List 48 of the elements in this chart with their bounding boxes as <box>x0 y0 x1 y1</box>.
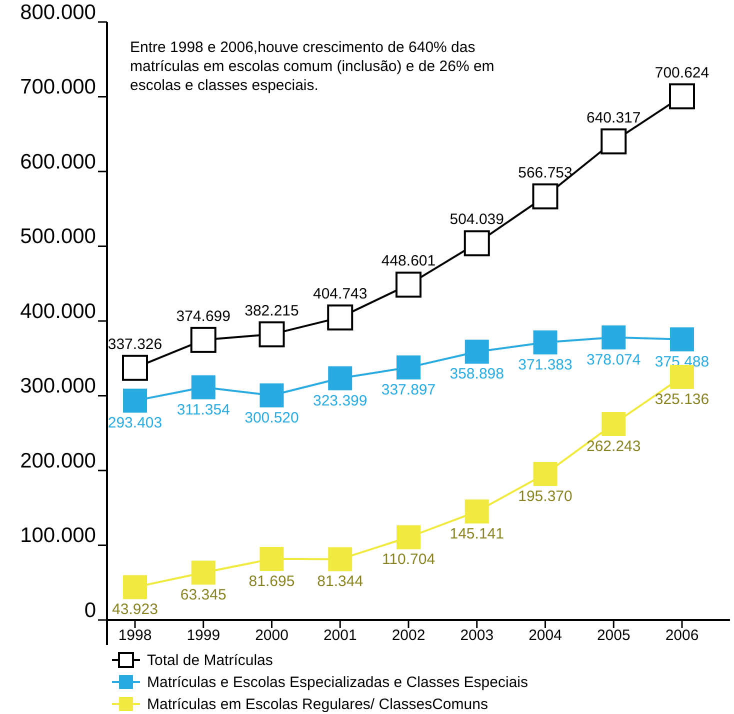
y-tick-label: 100.000 <box>20 524 96 548</box>
x-tick-label: 2005 <box>596 627 630 644</box>
x-tick-label: 1998 <box>118 627 152 644</box>
x-tick-label: 2002 <box>392 627 426 644</box>
data-label: 43.923 <box>112 601 158 618</box>
x-tick-label: 2004 <box>528 627 562 644</box>
data-label: 63.345 <box>180 586 226 604</box>
y-tick-label: 700.000 <box>20 76 96 99</box>
data-label: 110.704 <box>382 551 436 568</box>
data-label: 311.354 <box>176 401 230 418</box>
data-label: 358.898 <box>450 366 504 383</box>
y-tick-label: 400.000 <box>20 300 96 323</box>
data-label: 378.074 <box>586 351 641 368</box>
x-tick-label: 2000 <box>255 627 288 644</box>
y-tick-label: 200.000 <box>20 449 96 472</box>
y-tick-label: 500.000 <box>20 225 96 248</box>
x-tick-label: 2001 <box>323 627 357 644</box>
data-label: 374.699 <box>176 308 230 325</box>
data-label: 337.897 <box>381 381 436 398</box>
data-label: 640.317 <box>586 109 641 126</box>
data-label: 566.753 <box>518 164 572 182</box>
x-tick-label: 2006 <box>665 627 699 644</box>
legend-label: Matrículas e Escolas Especializadas e Classes Especiais <box>147 674 528 691</box>
legend-label: Matrículas em Escolas Regulares/ ClassesComuns <box>147 696 488 713</box>
data-label: 382.215 <box>244 302 299 320</box>
data-label: 700.624 <box>654 64 710 82</box>
y-tick-label: 0 <box>84 598 96 622</box>
annotation: Entre 1998 e 2006,houve crescimento de 640% das matrículas em escolas comum (inclusão) e de 26% em escolas e classes especiais. <box>130 39 494 94</box>
data-label: 195.370 <box>518 488 572 505</box>
data-label: 81.695 <box>248 572 295 590</box>
data-label: 325.136 <box>654 390 710 408</box>
data-label: 262.243 <box>586 438 641 455</box>
data-label: 293.403 <box>108 414 162 432</box>
data-label: 323.399 <box>313 392 368 410</box>
legend-label: Total de Matrículas <box>147 652 273 669</box>
x-tick-label: 1999 <box>186 627 220 644</box>
x-tick-label: 2003 <box>460 627 494 644</box>
data-label: 145.141 <box>450 526 504 543</box>
y-tick-label: 300.000 <box>20 374 96 398</box>
data-label: 404.743 <box>313 285 368 302</box>
data-label: 504.039 <box>450 211 504 228</box>
data-label: 81.344 <box>317 573 364 590</box>
data-label: 300.520 <box>244 409 299 426</box>
y-tick-label: 800.000 <box>20 0 96 24</box>
data-label: 371.383 <box>518 356 572 374</box>
y-tick-label: 600.000 <box>20 150 96 174</box>
data-label: 337.326 <box>108 336 162 353</box>
data-label: 448.601 <box>381 252 436 270</box>
